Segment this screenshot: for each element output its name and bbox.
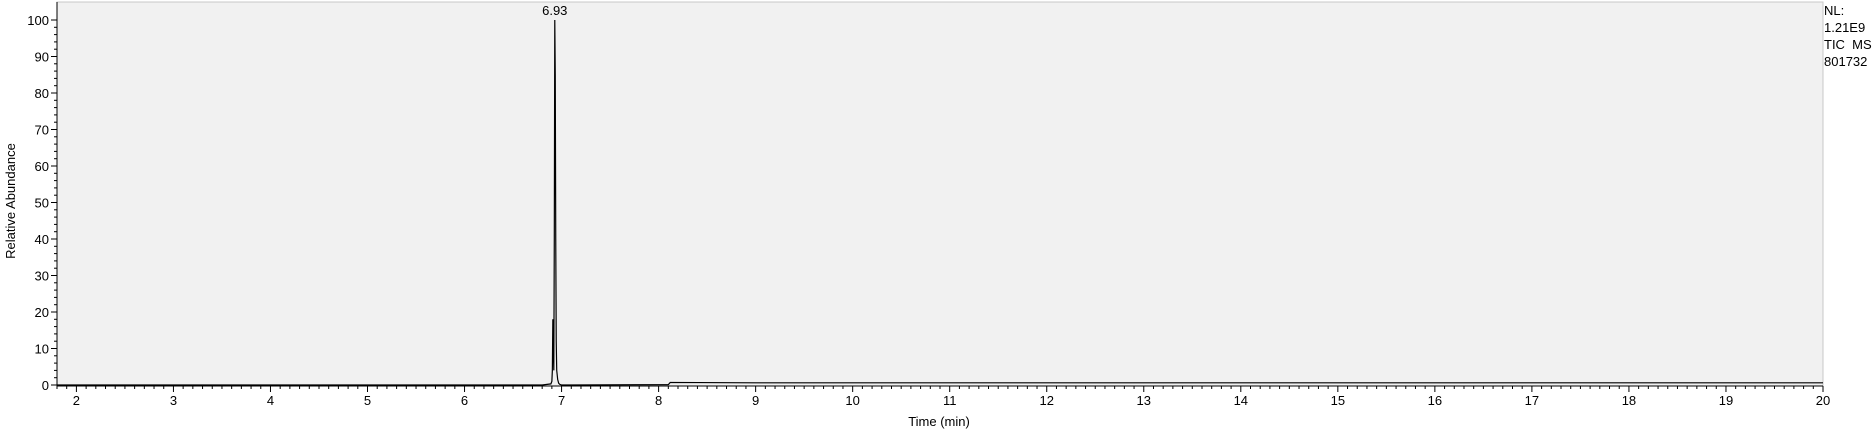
y-tick-label: 30 <box>35 269 49 284</box>
trace-label: TIC MS <box>1824 37 1872 52</box>
plot-area <box>56 1 1824 387</box>
tic-trace-line <box>57 19 1823 386</box>
x-tick-label: 4 <box>267 393 274 408</box>
x-tick-label: 20 <box>1816 393 1830 408</box>
x-tick-label: 3 <box>170 393 177 408</box>
series-layer <box>57 19 1823 386</box>
peak-label: 6.93 <box>542 3 567 18</box>
nl-value: 1.21E9 <box>1824 20 1866 35</box>
x-tick-label: 18 <box>1622 393 1636 408</box>
y-tick-label: 80 <box>35 86 49 101</box>
x-tick-label: 16 <box>1428 393 1442 408</box>
y-tick-label: 60 <box>35 159 49 174</box>
x-tick-label: 8 <box>655 393 662 408</box>
y-tick-label: 40 <box>35 232 49 247</box>
x-tick-label: 5 <box>364 393 371 408</box>
x-tick-label: 10 <box>845 393 859 408</box>
y-tick-label: 0 <box>42 378 49 393</box>
y-tick-label: 10 <box>35 342 49 357</box>
sample-id: 801732 <box>1824 54 1868 69</box>
x-axis: 2 3 4 5 6 7 8 9 10 11 12 13 14 15 16 17 18 19 20 <box>56 385 1830 408</box>
y-tick-label: 20 <box>35 305 49 320</box>
x-tick-label: 7 <box>558 393 565 408</box>
y-axis: 0 10 20 30 40 50 60 70 80 90 100 <box>27 2 58 393</box>
y-tick-label: 100 <box>27 13 49 28</box>
x-tick-label: 2 <box>73 393 80 408</box>
y-tick-label: 90 <box>35 50 49 65</box>
nl-label: NL: <box>1824 3 1845 18</box>
trace-info-panel: NL: 1.21E9 TIC MS 801732 <box>1824 2 1872 70</box>
y-tick-label: 50 <box>35 196 49 211</box>
x-tick-label: 11 <box>943 393 957 408</box>
x-tick-label: 6 <box>461 393 468 408</box>
y-tick-label: 70 <box>35 123 49 138</box>
y-axis-title: Relative Abundance <box>3 143 18 259</box>
x-tick-label: 12 <box>1040 393 1054 408</box>
x-tick-label: 15 <box>1331 393 1345 408</box>
x-tick-label: 13 <box>1137 393 1151 408</box>
x-tick-label: 19 <box>1719 393 1733 408</box>
x-tick-label: 14 <box>1234 393 1248 408</box>
annotation-layer: 6.93 <box>542 3 567 18</box>
x-tick-label: 17 <box>1525 393 1539 408</box>
x-tick-label: 9 <box>752 393 759 408</box>
x-axis-title: Time (min) <box>908 414 970 429</box>
